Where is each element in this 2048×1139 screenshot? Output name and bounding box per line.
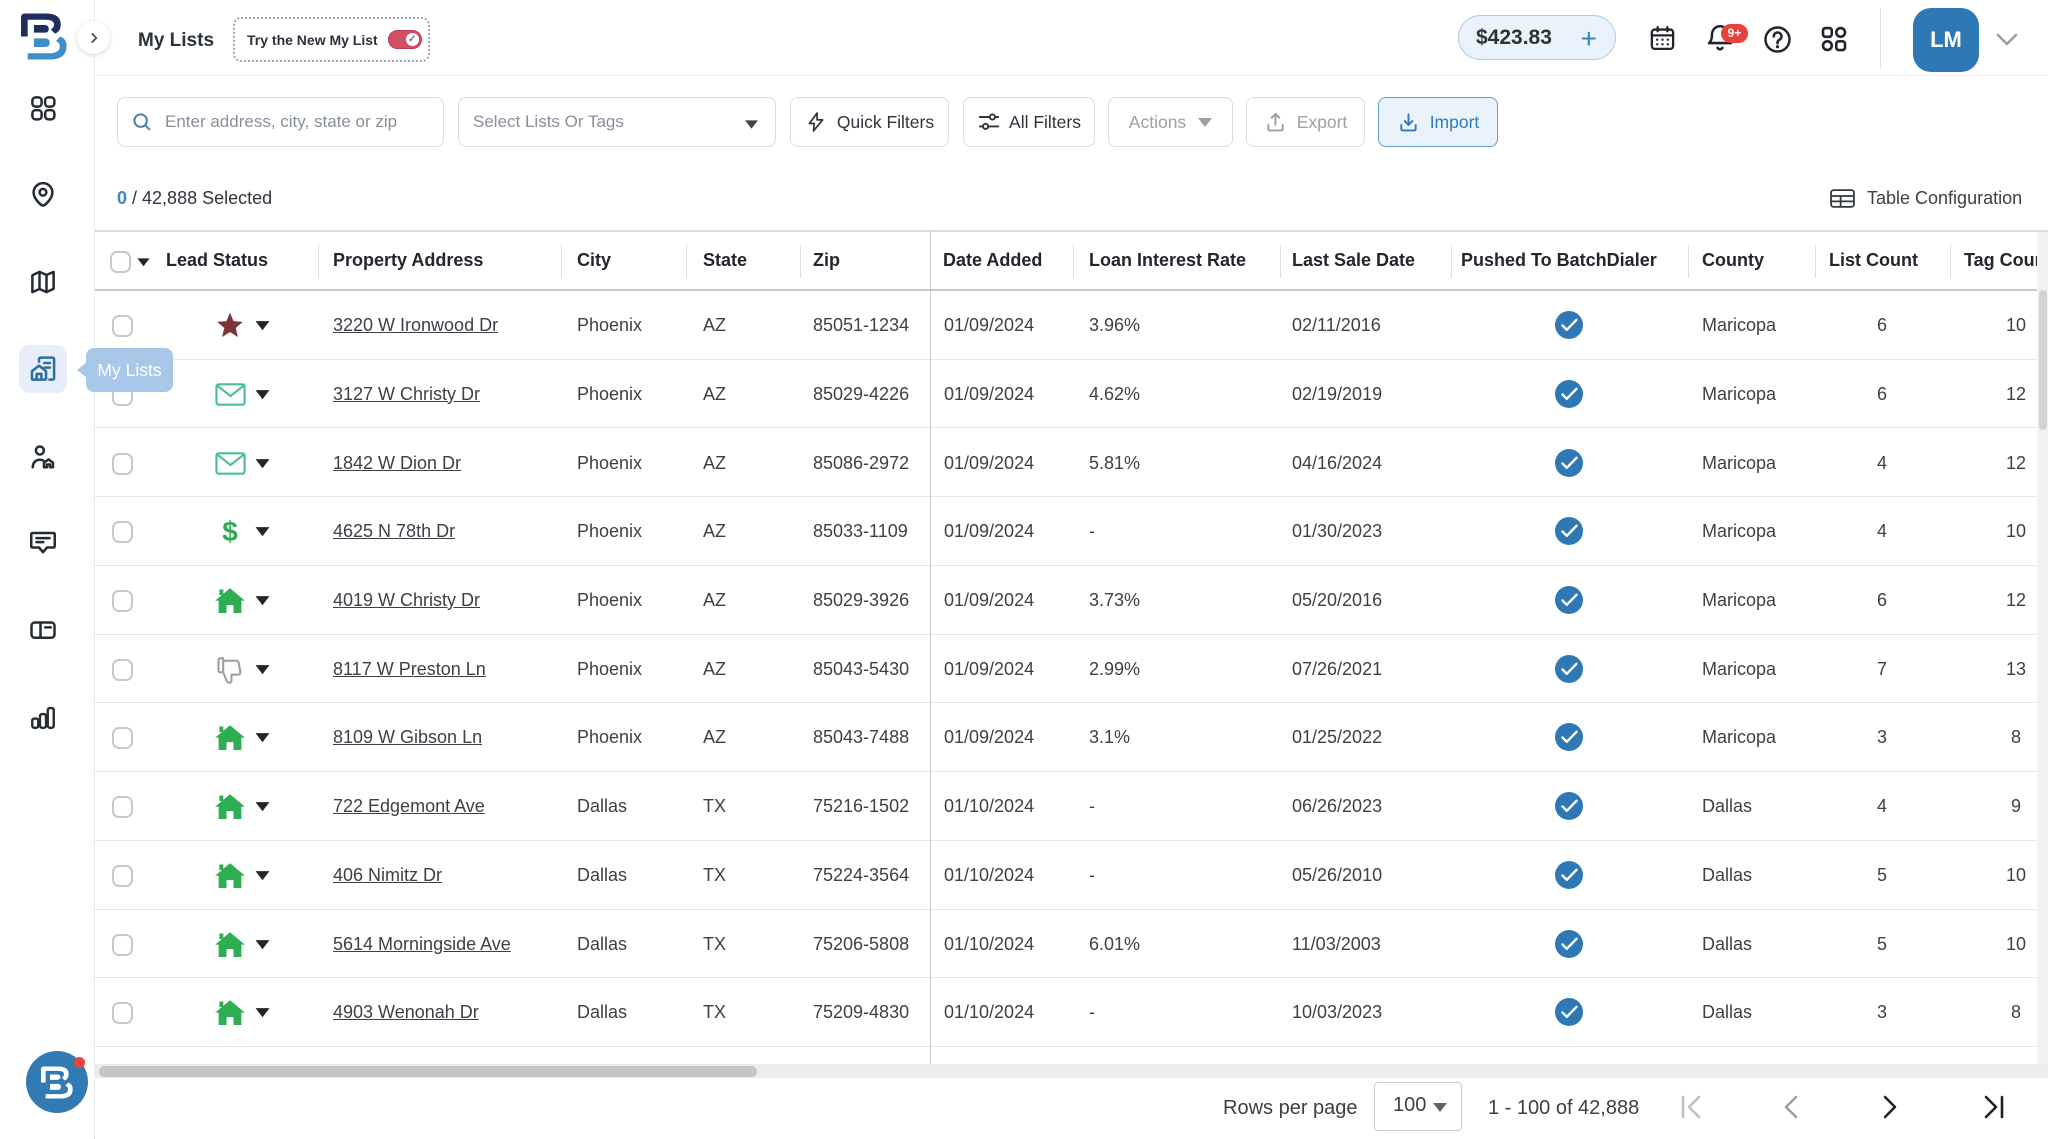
svg-text:$: $ bbox=[222, 516, 238, 546]
